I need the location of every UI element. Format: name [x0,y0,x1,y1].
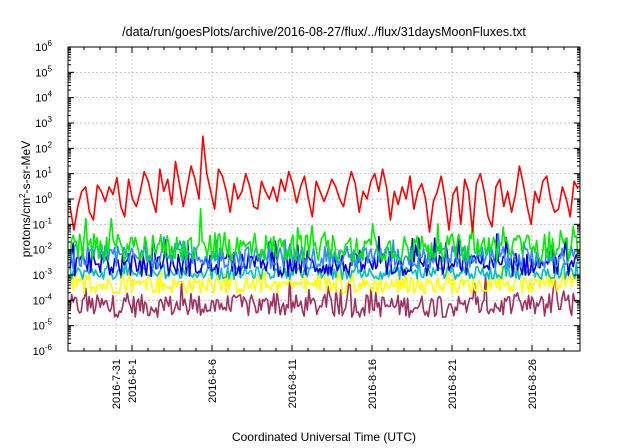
series-line [69,273,579,319]
y-tick-label: 104 [35,90,52,105]
x-axis-label: Coordinated Universal Time (UTC) [232,430,416,444]
y-tick-label: 101 [35,166,52,181]
y-tick-label: 102 [35,140,52,155]
x-tick-label: 2016-7-31 [111,359,123,409]
y-tick-label: 10-6 [33,343,53,358]
x-tick-label: 2016-8-16 [367,359,379,409]
y-tick-label: 103 [35,115,52,130]
x-tick-label: 2016-8-26 [527,359,539,409]
y-tick-label: 10-5 [33,318,53,333]
y-tick-label: 10-1 [33,216,53,231]
y-tick-label: 106 [35,39,52,54]
x-axis-ticks: 2016-7-31 2016-8-1 2016-8-6 2016-8-11 2016-8… [67,47,581,409]
y-tick-label: 10-4 [33,292,53,307]
series-layer [69,135,579,319]
y-tick-label: 100 [35,191,52,206]
y-axis-ticks: 10-6 10-5 10-4 10-3 10-2 10-1 100 101 102 103 104 1… [33,39,580,358]
y-tick-label: 10-2 [33,242,53,257]
x-tick-label: 2016-8-1 [127,359,139,403]
series-line [69,232,579,270]
x-tick-label: 2016-8-21 [447,359,459,409]
x-tick-label: 2016-8-6 [207,359,219,403]
x-tick-label: 2016-8-11 [287,359,299,408]
y-tick-label: 10-3 [33,267,53,282]
series-line [69,207,579,263]
y-tick-label: 105 [35,64,52,79]
chart-title: /data/run/goesPlots/archive/2016-08-27/f… [122,25,526,39]
series-line [69,135,579,233]
y-axis-label: protons/cm2-s-sr-MeV [18,141,33,257]
grid-lines [68,47,580,351]
